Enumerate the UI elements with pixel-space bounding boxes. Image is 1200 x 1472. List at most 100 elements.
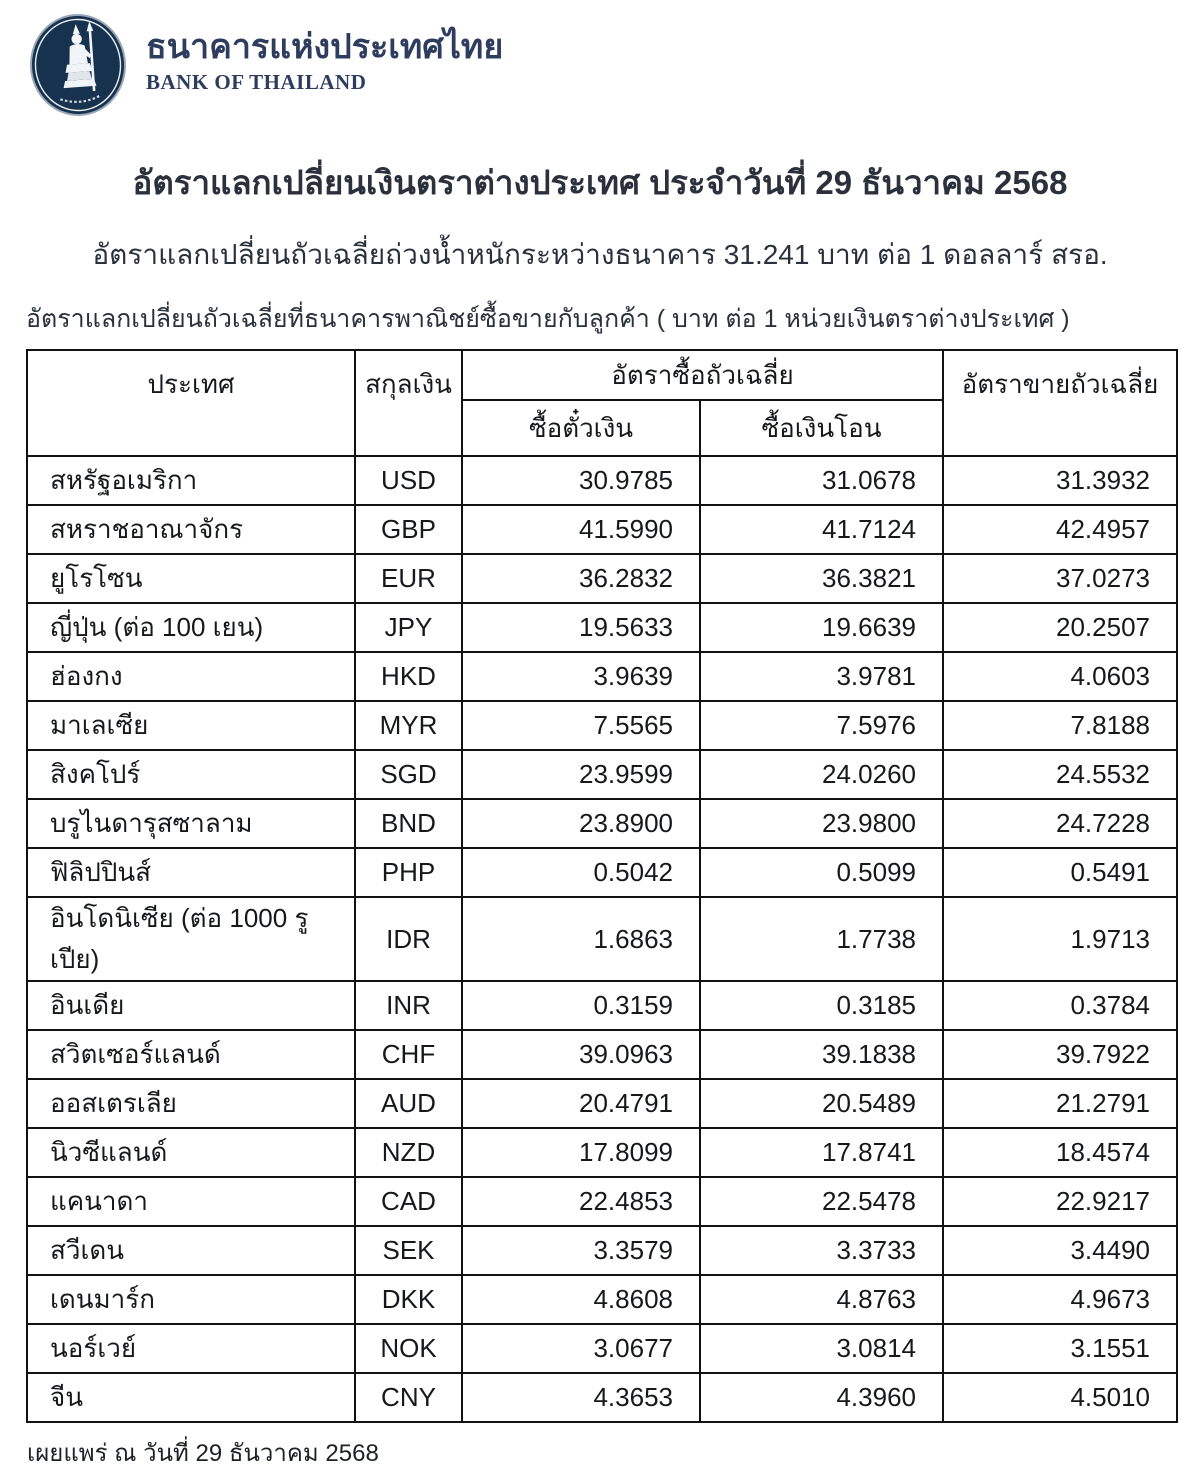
currency-cell: EUR	[354, 553, 463, 604]
currency-cell: SEK	[354, 1225, 463, 1276]
country-cell: อินเดีย	[26, 980, 356, 1031]
buying-transfer-cell: 41.7124	[699, 504, 944, 555]
currency-cell: AUD	[354, 1078, 463, 1129]
buying-transfer-cell: 4.8763	[699, 1274, 944, 1325]
buying-transfer-cell: 31.0678	[699, 455, 944, 506]
table-row: ฟิลิปปินส์ PHP 0.5042 0.5099 0.5491	[26, 847, 1178, 898]
country-cell: แคนาดา	[26, 1176, 356, 1227]
country-cell: อินโดนิเซีย (ต่อ 1000 รูเปีย)	[26, 896, 356, 982]
bank-name-english: BANK OF THAILAND	[146, 70, 367, 95]
table-row: สหรัฐอเมริกา USD 30.9785 31.0678 31.3932	[26, 455, 1178, 506]
page-title: อัตราแลกเปลี่ยนเงินตราต่างประเทศ ประจำวั…	[132, 164, 1068, 201]
column-header-buying-sight: ซื้อตั๋วเงิน	[461, 399, 701, 457]
table-row: ฮ่องกง HKD 3.9639 3.9781 4.0603	[26, 651, 1178, 702]
table-row: สิงคโปร์ SGD 23.9599 24.0260 24.5532	[26, 749, 1178, 800]
buying-sight-cell: 3.3579	[461, 1225, 701, 1276]
country-cell: สวีเดน	[26, 1225, 356, 1276]
buying-sight-cell: 39.0963	[461, 1029, 701, 1080]
rates-table-body: สหรัฐอเมริกา USD 30.9785 31.0678 31.3932 สหรา…	[26, 455, 1178, 1423]
buying-transfer-cell: 23.9800	[699, 798, 944, 849]
buying-transfer-cell: 39.1838	[699, 1029, 944, 1080]
country-cell: บรูไนดารุสซาลาม	[26, 798, 356, 849]
currency-cell: SGD	[354, 749, 463, 800]
table-row: สวีเดน SEK 3.3579 3.3733 3.4490	[26, 1225, 1178, 1276]
selling-cell: 0.5491	[942, 847, 1178, 898]
selling-cell: 4.0603	[942, 651, 1178, 702]
currency-cell: USD	[354, 455, 463, 506]
selling-cell: 3.1551	[942, 1323, 1178, 1374]
table-row: นิวซีแลนด์ NZD 17.8099 17.8741 18.4574	[26, 1127, 1178, 1178]
buying-sight-cell: 3.0677	[461, 1323, 701, 1374]
table-row: อินโดนิเซีย (ต่อ 1000 รูเปีย) IDR 1.6863 1.…	[26, 896, 1178, 982]
country-cell: ยูโรโซน	[26, 553, 356, 604]
currency-cell: PHP	[354, 847, 463, 898]
currency-cell: DKK	[354, 1274, 463, 1325]
currency-cell: CAD	[354, 1176, 463, 1227]
table-row: นอร์เวย์ NOK 3.0677 3.0814 3.1551	[26, 1323, 1178, 1374]
selling-cell: 18.4574	[942, 1127, 1178, 1178]
table-description-note: อัตราแลกเปลี่ยนถัวเฉลี่ยที่ธนาคารพาณิชย์…	[26, 305, 1070, 333]
table-row: อินเดีย INR 0.3159 0.3185 0.3784	[26, 980, 1178, 1031]
buying-sight-cell: 0.3159	[461, 980, 701, 1031]
selling-cell: 7.8188	[942, 700, 1178, 751]
currency-cell: JPY	[354, 602, 463, 653]
country-cell: ออสเตรเลีย	[26, 1078, 356, 1129]
buying-sight-cell: 36.2832	[461, 553, 701, 604]
buying-sight-cell: 17.8099	[461, 1127, 701, 1178]
country-cell: นอร์เวย์	[26, 1323, 356, 1374]
country-cell: ฟิลิปปินส์	[26, 847, 356, 898]
bank-name-thai: ธนาคารแห่งประเทศไทย	[146, 28, 504, 66]
table-row: ออสเตรเลีย AUD 20.4791 20.5489 21.2791	[26, 1078, 1178, 1129]
buying-transfer-cell: 3.3733	[699, 1225, 944, 1276]
selling-cell: 37.0273	[942, 553, 1178, 604]
selling-cell: 3.4490	[942, 1225, 1178, 1276]
currency-cell: MYR	[354, 700, 463, 751]
country-cell: มาเลเซีย	[26, 700, 356, 751]
column-header-avg-selling-rate: อัตราขายถัวเฉลี่ย	[942, 349, 1178, 457]
buying-transfer-cell: 7.5976	[699, 700, 944, 751]
buying-transfer-cell: 1.7738	[699, 896, 944, 982]
buying-transfer-cell: 3.9781	[699, 651, 944, 702]
buying-sight-cell: 19.5633	[461, 602, 701, 653]
selling-cell: 4.9673	[942, 1274, 1178, 1325]
column-header-avg-buying-rate: อัตราซื้อถัวเฉลี่ย	[461, 349, 944, 401]
buying-sight-cell: 4.3653	[461, 1372, 701, 1423]
currency-cell: INR	[354, 980, 463, 1031]
buying-transfer-cell: 4.3960	[699, 1372, 944, 1423]
selling-cell: 31.3932	[942, 455, 1178, 506]
country-cell: เดนมาร์ก	[26, 1274, 356, 1325]
page-header: ธนาคารแห่งประเทศไทย BANK OF THAILAND	[0, 0, 1200, 118]
exchange-rates-table: ประเทศ สกุลเงิน อัตราซื้อถัวเฉลี่ย อัตรา…	[26, 349, 1178, 1423]
logo-wordmark: ธนาคารแห่งประเทศไทย BANK OF THAILAND	[146, 12, 503, 95]
selling-cell: 24.7228	[942, 798, 1178, 849]
buying-sight-cell: 7.5565	[461, 700, 701, 751]
currency-cell: HKD	[354, 651, 463, 702]
buying-transfer-cell: 17.8741	[699, 1127, 944, 1178]
buying-sight-cell: 20.4791	[461, 1078, 701, 1129]
buying-sight-cell: 23.9599	[461, 749, 701, 800]
buying-transfer-cell: 22.5478	[699, 1176, 944, 1227]
buying-transfer-cell: 19.6639	[699, 602, 944, 653]
currency-cell: BND	[354, 798, 463, 849]
buying-sight-cell: 41.5990	[461, 504, 701, 555]
currency-cell: NZD	[354, 1127, 463, 1178]
selling-cell: 0.3784	[942, 980, 1178, 1031]
selling-cell: 1.9713	[942, 896, 1178, 982]
table-row: จีน CNY 4.3653 4.3960 4.5010	[26, 1372, 1178, 1423]
buying-transfer-cell: 3.0814	[699, 1323, 944, 1374]
column-header-currency: สกุลเงิน	[354, 349, 463, 457]
interbank-rate-subtitle: อัตราแลกเปลี่ยนถัวเฉลี่ยถ่วงน้ำหนักระหว่…	[92, 239, 1108, 270]
buying-sight-cell: 3.9639	[461, 651, 701, 702]
published-date-note: เผยแพร่ ณ วันที่ 29 ธันวาคม 2568	[27, 1440, 379, 1467]
bank-of-thailand-logo-icon	[29, 14, 127, 116]
country-cell: ฮ่องกง	[26, 651, 356, 702]
currency-cell: IDR	[354, 896, 463, 982]
table-row: ญี่ปุ่น (ต่อ 100 เยน) JPY 19.5633 19.6639 20…	[26, 602, 1178, 653]
country-cell: ญี่ปุ่น (ต่อ 100 เยน)	[26, 602, 356, 653]
currency-cell: CHF	[354, 1029, 463, 1080]
buying-transfer-cell: 24.0260	[699, 749, 944, 800]
selling-cell: 22.9217	[942, 1176, 1178, 1227]
table-row: ยูโรโซน EUR 36.2832 36.3821 37.0273	[26, 553, 1178, 604]
table-row: มาเลเซีย MYR 7.5565 7.5976 7.8188	[26, 700, 1178, 751]
buying-transfer-cell: 36.3821	[699, 553, 944, 604]
